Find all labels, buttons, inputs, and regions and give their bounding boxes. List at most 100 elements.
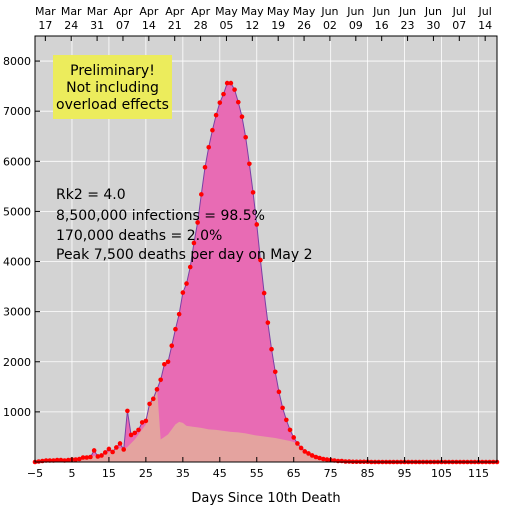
data-point: [99, 453, 104, 458]
data-point: [261, 290, 267, 296]
note-line-1: Preliminary!: [70, 63, 155, 79]
x-tick-label: 45: [213, 467, 227, 480]
data-point: [247, 161, 252, 167]
top-date-month: Jun: [424, 5, 442, 18]
y-tick-label: 2000: [3, 356, 31, 369]
data-point: [106, 446, 112, 452]
data-point: [173, 326, 178, 332]
stat-rk2: Rk2 = 4.0: [56, 187, 126, 203]
data-point: [280, 405, 285, 411]
top-date-day: 31: [90, 19, 104, 32]
top-date-day: 30: [426, 19, 440, 32]
data-point: [317, 455, 322, 461]
top-date-month: Apr: [139, 5, 159, 18]
data-point: [343, 459, 348, 464]
top-date-day: 28: [194, 19, 208, 32]
data-point: [132, 430, 138, 436]
data-point: [254, 222, 260, 227]
stat-infections: 8,500,000 infections = 98.5%: [56, 208, 265, 224]
data-point: [191, 240, 197, 246]
data-point: [235, 99, 241, 105]
x-tick-label: 65: [287, 467, 301, 480]
data-point: [169, 343, 175, 349]
data-point: [36, 459, 41, 464]
preliminary-note: Preliminary! Not including overload effe…: [53, 55, 172, 119]
x-axis-top-dates: Mar17Mar24Mar31Apr07Apr14Apr21Apr28May05…: [35, 5, 492, 41]
data-point: [313, 454, 319, 460]
data-point: [228, 80, 234, 86]
data-point: [258, 257, 263, 263]
data-point: [187, 264, 193, 270]
data-point: [195, 220, 200, 225]
data-point: [202, 165, 208, 170]
x-tick-label: 55: [250, 467, 264, 480]
x-tick-label: 75: [324, 467, 338, 480]
data-point: [150, 396, 156, 402]
plot-frame: [34, 35, 498, 463]
top-date-day: 23: [401, 19, 415, 32]
data-point: [213, 112, 219, 118]
top-date-month: Mar: [87, 5, 108, 18]
data-point: [217, 100, 223, 105]
data-point: [117, 441, 123, 446]
y-tick-label: 8000: [3, 55, 31, 68]
y-tick-label: 7000: [3, 105, 31, 118]
data-point: [102, 450, 108, 455]
top-date-day: 14: [142, 19, 156, 32]
note-line-2: Not including: [66, 80, 159, 96]
data-point: [287, 427, 293, 433]
top-date-month: Jun: [398, 5, 416, 18]
data-point: [158, 377, 163, 383]
x-tick-label: 115: [468, 467, 489, 480]
x-axis-bottom: −5 5 15 25 35 45 55 65 75 85 95 105 115: [27, 457, 489, 480]
data-point: [121, 447, 127, 452]
top-date-month: Jul: [452, 5, 466, 18]
model-stats: Rk2 = 4.0 8,500,000 infections = 98.5% 1…: [56, 187, 313, 263]
data-point: [91, 448, 97, 453]
top-date-month: Jun: [372, 5, 390, 18]
data-point: [95, 454, 101, 459]
data-point: [88, 454, 93, 460]
data-point: [239, 114, 245, 119]
top-date-month: Mar: [35, 5, 56, 18]
top-date-day: 09: [349, 19, 363, 32]
top-date-day: 07: [116, 19, 130, 32]
data-point: [176, 311, 182, 317]
top-date-day: 19: [271, 19, 285, 32]
y-tick-label: 3000: [3, 306, 31, 319]
y-tick-label: 4000: [3, 256, 31, 269]
data-point: [199, 192, 204, 197]
data-point: [58, 457, 64, 463]
y-tick-label: 6000: [3, 155, 31, 168]
top-date-day: 07: [452, 19, 466, 32]
top-date-day: 14: [478, 19, 492, 32]
top-date-month: Jul: [478, 5, 492, 18]
data-point: [80, 455, 86, 460]
x-tick-label: 15: [102, 467, 116, 480]
x-axis-title: Days Since 10th Death: [191, 491, 340, 506]
y-axis-left: 1000 2000 3000 4000 5000 6000 7000 8000: [3, 55, 40, 419]
top-date-day: 05: [219, 19, 233, 32]
data-point: [295, 441, 300, 446]
data-point: [143, 418, 149, 424]
y-tick-label: 5000: [3, 205, 31, 218]
data-point: [139, 420, 145, 425]
stat-peak: Peak 7,500 deaths per day on May 2: [56, 247, 313, 263]
data-point: [324, 457, 330, 462]
data-point: [302, 449, 308, 454]
data-point: [206, 144, 212, 150]
data-point: [136, 427, 141, 433]
data-point: [309, 453, 315, 458]
data-point: [291, 435, 297, 440]
data-point: [232, 87, 237, 92]
data-point: [114, 445, 119, 450]
top-date-day: 12: [245, 19, 259, 32]
data-point: [269, 346, 274, 352]
x-tick-label: 5: [68, 467, 75, 480]
data-point: [210, 127, 215, 133]
data-point: [162, 361, 167, 367]
data-point: [165, 359, 171, 365]
data-point: [320, 456, 326, 462]
